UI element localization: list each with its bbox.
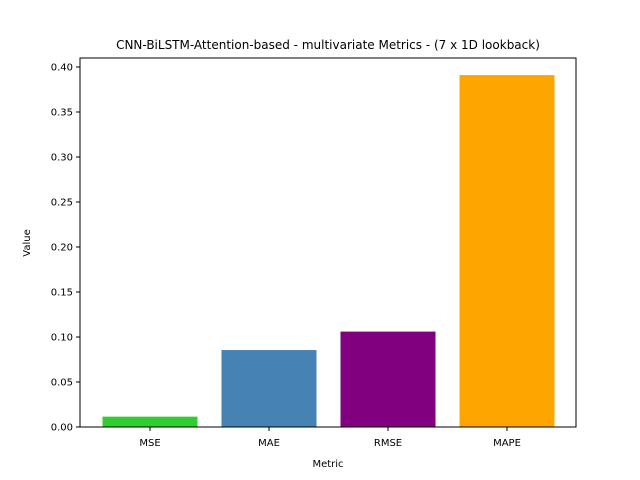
y-tick-label: 0.00	[51, 423, 73, 434]
x-tick-label: MAE	[258, 438, 280, 449]
y-tick-label: 0.30	[51, 153, 73, 164]
y-tick-label: 0.10	[51, 333, 73, 344]
bar-rmse	[340, 331, 436, 427]
y-tick-label: 0.40	[51, 63, 73, 74]
y-axis-label: Value	[22, 229, 33, 256]
x-axis-label: Metric	[312, 459, 343, 470]
x-tick-label: RMSE	[374, 438, 402, 449]
bar-mse	[102, 416, 198, 427]
y-tick-label: 0.25	[51, 198, 73, 209]
axes-frame	[79, 57, 577, 428]
y-tick-label: 0.05	[51, 378, 73, 389]
bar-mape	[459, 75, 555, 427]
x-tick-label: MSE	[139, 438, 160, 449]
y-tick-label: 0.35	[51, 108, 73, 119]
x-tick-label: MAPE	[493, 438, 521, 449]
y-tick-label: 0.15	[51, 288, 73, 299]
plot-area: MSE MAE RMSE MAPE 0.00 0.05 0.10 0.15 0.20 0.25 0.…	[51, 57, 577, 449]
bar-mae	[221, 350, 317, 427]
chart-title: CNN-BiLSTM-Attention-based - multivariat…	[116, 38, 540, 52]
y-tick-label: 0.20	[51, 243, 73, 254]
